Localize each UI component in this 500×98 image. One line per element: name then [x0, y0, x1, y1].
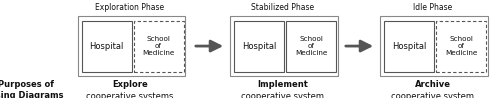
Text: cooperative system: cooperative system — [241, 92, 324, 98]
Text: School
of
Medicine: School of Medicine — [295, 36, 327, 56]
Text: Explore: Explore — [112, 80, 148, 89]
Bar — [230, 16, 338, 76]
Text: cooperative systems: cooperative systems — [86, 92, 174, 98]
Bar — [82, 21, 132, 72]
Bar — [380, 16, 488, 76]
Text: Purposes of
Using Diagrams: Purposes of Using Diagrams — [0, 80, 63, 98]
Text: Hospital: Hospital — [392, 42, 426, 51]
Text: cooperative system: cooperative system — [391, 92, 474, 98]
Bar — [234, 21, 284, 72]
Bar — [134, 21, 184, 72]
Text: School
of
Medicine: School of Medicine — [142, 36, 174, 56]
Bar — [78, 16, 185, 76]
Bar — [286, 21, 336, 72]
Text: Exploration Phase: Exploration Phase — [96, 3, 164, 12]
Bar — [384, 21, 434, 72]
Text: Hospital: Hospital — [242, 42, 276, 51]
Text: Implement: Implement — [257, 80, 308, 89]
Text: School
of
Medicine: School of Medicine — [445, 36, 477, 56]
Bar — [436, 21, 486, 72]
Text: Idle Phase: Idle Phase — [413, 3, 452, 12]
Text: Stabilized Phase: Stabilized Phase — [251, 3, 314, 12]
Text: Archive: Archive — [414, 80, 450, 89]
Text: Hospital: Hospital — [90, 42, 124, 51]
